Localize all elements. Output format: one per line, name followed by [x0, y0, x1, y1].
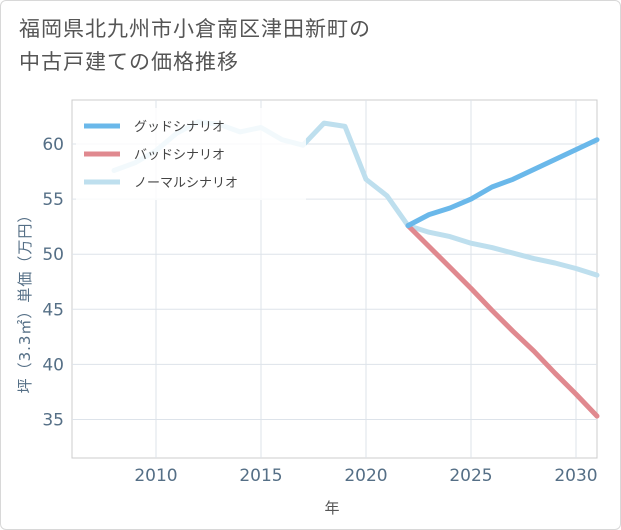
x-tick-labels: 2010 2015 2020 2025 2030 [134, 466, 597, 486]
x-tick-label: 2025 [449, 466, 492, 486]
y-tick-label: 50 [42, 245, 64, 265]
y-axis-label: 坪（3.3㎡）単価（万円） [16, 207, 34, 394]
legend-label: バッドシナリオ [134, 148, 225, 163]
legend-label: グッドシナリオ [134, 120, 225, 135]
chart-title-line2: 中古戸建ての価格推移 [19, 50, 239, 74]
legend-label: ノーマルシナリオ [134, 176, 238, 191]
chart-title: 福岡県北九州市小倉南区津田新町の 中古戸建ての価格推移 [19, 13, 579, 79]
y-tick-labels: 35 40 45 50 55 60 [42, 135, 64, 430]
y-tick-label: 35 [42, 410, 64, 430]
x-tick-label: 2020 [344, 466, 387, 486]
y-tick-label: 55 [42, 190, 64, 210]
x-axis-label: 年 [324, 499, 339, 517]
x-tick-label: 2030 [554, 466, 597, 486]
y-tick-label: 40 [42, 355, 64, 375]
x-tick-label: 2010 [134, 466, 177, 486]
x-tick-label: 2015 [239, 466, 282, 486]
y-tick-label: 60 [42, 135, 64, 155]
chart-title-line1: 福岡県北九州市小倉南区津田新町の [19, 17, 371, 41]
series-line-bad [405, 223, 600, 419]
y-tick-label: 45 [42, 300, 64, 320]
series-line-good [405, 137, 600, 229]
